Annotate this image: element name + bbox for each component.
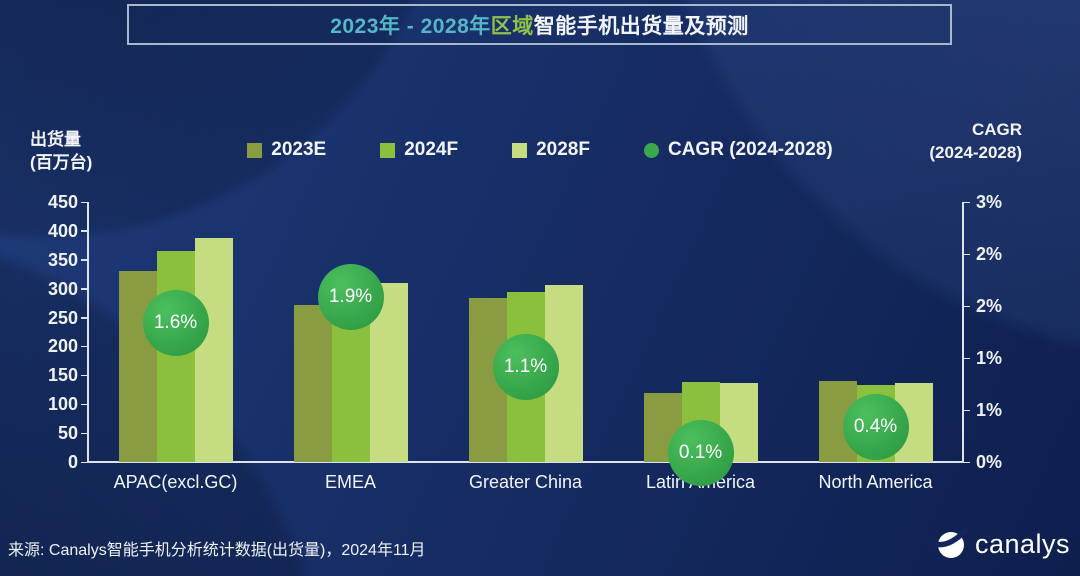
source-note: 来源: Canalys智能手机分析统计数据(出货量)，2024年11月: [8, 542, 426, 559]
y2-axis-tick: [963, 201, 970, 203]
title-rest-text: 智能手机出货量及预测: [533, 14, 749, 38]
category-label: EMEA: [324, 472, 376, 492]
title-region-word: 区域: [490, 14, 534, 38]
primary-axis-title-line2: (百万台): [30, 153, 93, 172]
bar-2028f-apac-excl-gc-: [194, 238, 233, 462]
title-year-range: 2023年 - 2028年: [330, 14, 491, 38]
category-label: APAC(excl.GC): [113, 472, 238, 492]
y2-axis-tick-label: 3%: [976, 192, 1003, 212]
cagr-bubble-greater-china: 1.1%: [492, 333, 559, 400]
y2-axis-tick-label: 2%: [976, 244, 1003, 264]
canalys-logo-text: canalys: [974, 528, 1070, 559]
y2-axis-tick: [963, 357, 970, 359]
y-axis-tick-label: 450: [47, 192, 78, 212]
legend: 2023E 2024F 2028F CAGR (2024-2028): [0, 139, 1080, 161]
y2-axis-tick-label: 1%: [976, 400, 1003, 420]
cagr-bubble-emea: 1.9%: [317, 264, 384, 331]
cagr-bubble-latin-america: 0.1%: [667, 420, 734, 487]
canalys-brand: canalys: [934, 528, 1070, 560]
legend-label-2028f: 2028F: [536, 139, 590, 160]
legend-item-cagr: CAGR (2024-2028): [643, 139, 833, 161]
chart-title: 2023年 - 2028年 区域 智能手机出货量及预测: [127, 4, 952, 45]
primary-axis-title: 出货量 (百万台): [30, 128, 92, 174]
legend-item-2028f: 2028F: [512, 139, 590, 161]
y-axis-line: [87, 202, 89, 462]
y-axis-tick-label: 250: [47, 307, 78, 328]
canalys-logo-icon: [934, 528, 967, 558]
bar-2023e-emea: [293, 304, 332, 462]
y-axis-tick-label: 400: [47, 220, 78, 241]
y2-axis-tick: [963, 305, 970, 307]
y-axis-tick: [81, 317, 88, 319]
legend-label-2023e: 2023E: [271, 139, 327, 160]
secondary-axis-title-line2: (2024-2028): [929, 143, 1022, 162]
legend-item-2024f: 2024F: [380, 139, 458, 161]
y-axis-tick-label: 50: [57, 423, 78, 444]
y-axis-tick: [81, 374, 88, 377]
y-axis-tick-label: 350: [47, 249, 78, 270]
y-axis-tick: [81, 288, 88, 290]
legend-swatch-2024f: [380, 142, 396, 158]
legend-item-2023e: 2023E: [247, 139, 326, 161]
cagr-bubble-apac-excl-gc-: 1.6%: [142, 290, 209, 357]
category-label: Greater China: [468, 472, 583, 492]
secondary-axis-title-line1: CAGR: [971, 120, 1022, 139]
y-axis-tick: [81, 432, 88, 435]
x-axis-line: [87, 461, 964, 463]
y-axis-tick-label: 100: [47, 394, 78, 415]
y-axis-tick: [81, 259, 88, 261]
primary-axis-title-line1: 出货量: [30, 130, 81, 149]
legend-swatch-cagr-circle-icon: [643, 142, 659, 158]
y2-axis-tick: [963, 461, 970, 463]
y-axis-tick-label: 0: [67, 452, 78, 472]
y2-axis-tick: [963, 253, 970, 255]
secondary-axis-title: CAGR (2024-2028): [929, 118, 1022, 164]
y-axis-tick: [81, 230, 88, 232]
y2-axis-line: [962, 202, 964, 462]
legend-swatch-2023e: [247, 142, 263, 158]
y-axis-tick: [81, 345, 88, 348]
y2-axis-tick-label: 1%: [976, 348, 1003, 368]
y-axis-tick: [81, 461, 88, 463]
y2-axis-tick: [963, 409, 970, 411]
y2-axis-tick-label: 2%: [976, 296, 1003, 316]
category-label: North America: [818, 472, 933, 492]
y-axis-tick-label: 150: [47, 365, 78, 386]
cagr-bubble-north-america: 0.4%: [842, 394, 909, 461]
y-axis-tick-label: 200: [47, 336, 78, 357]
bar-2024f-apac-excl-gc-: [156, 250, 195, 462]
y-axis-tick: [81, 201, 88, 203]
y-axis-tick: [81, 403, 88, 406]
y-axis-tick-label: 300: [47, 278, 78, 299]
legend-label-2024f: 2024F: [404, 139, 459, 160]
legend-swatch-2028f: [512, 142, 528, 158]
legend-label-cagr: CAGR (2024-2028): [667, 139, 833, 160]
y2-axis-tick-label: 0%: [976, 452, 1003, 472]
